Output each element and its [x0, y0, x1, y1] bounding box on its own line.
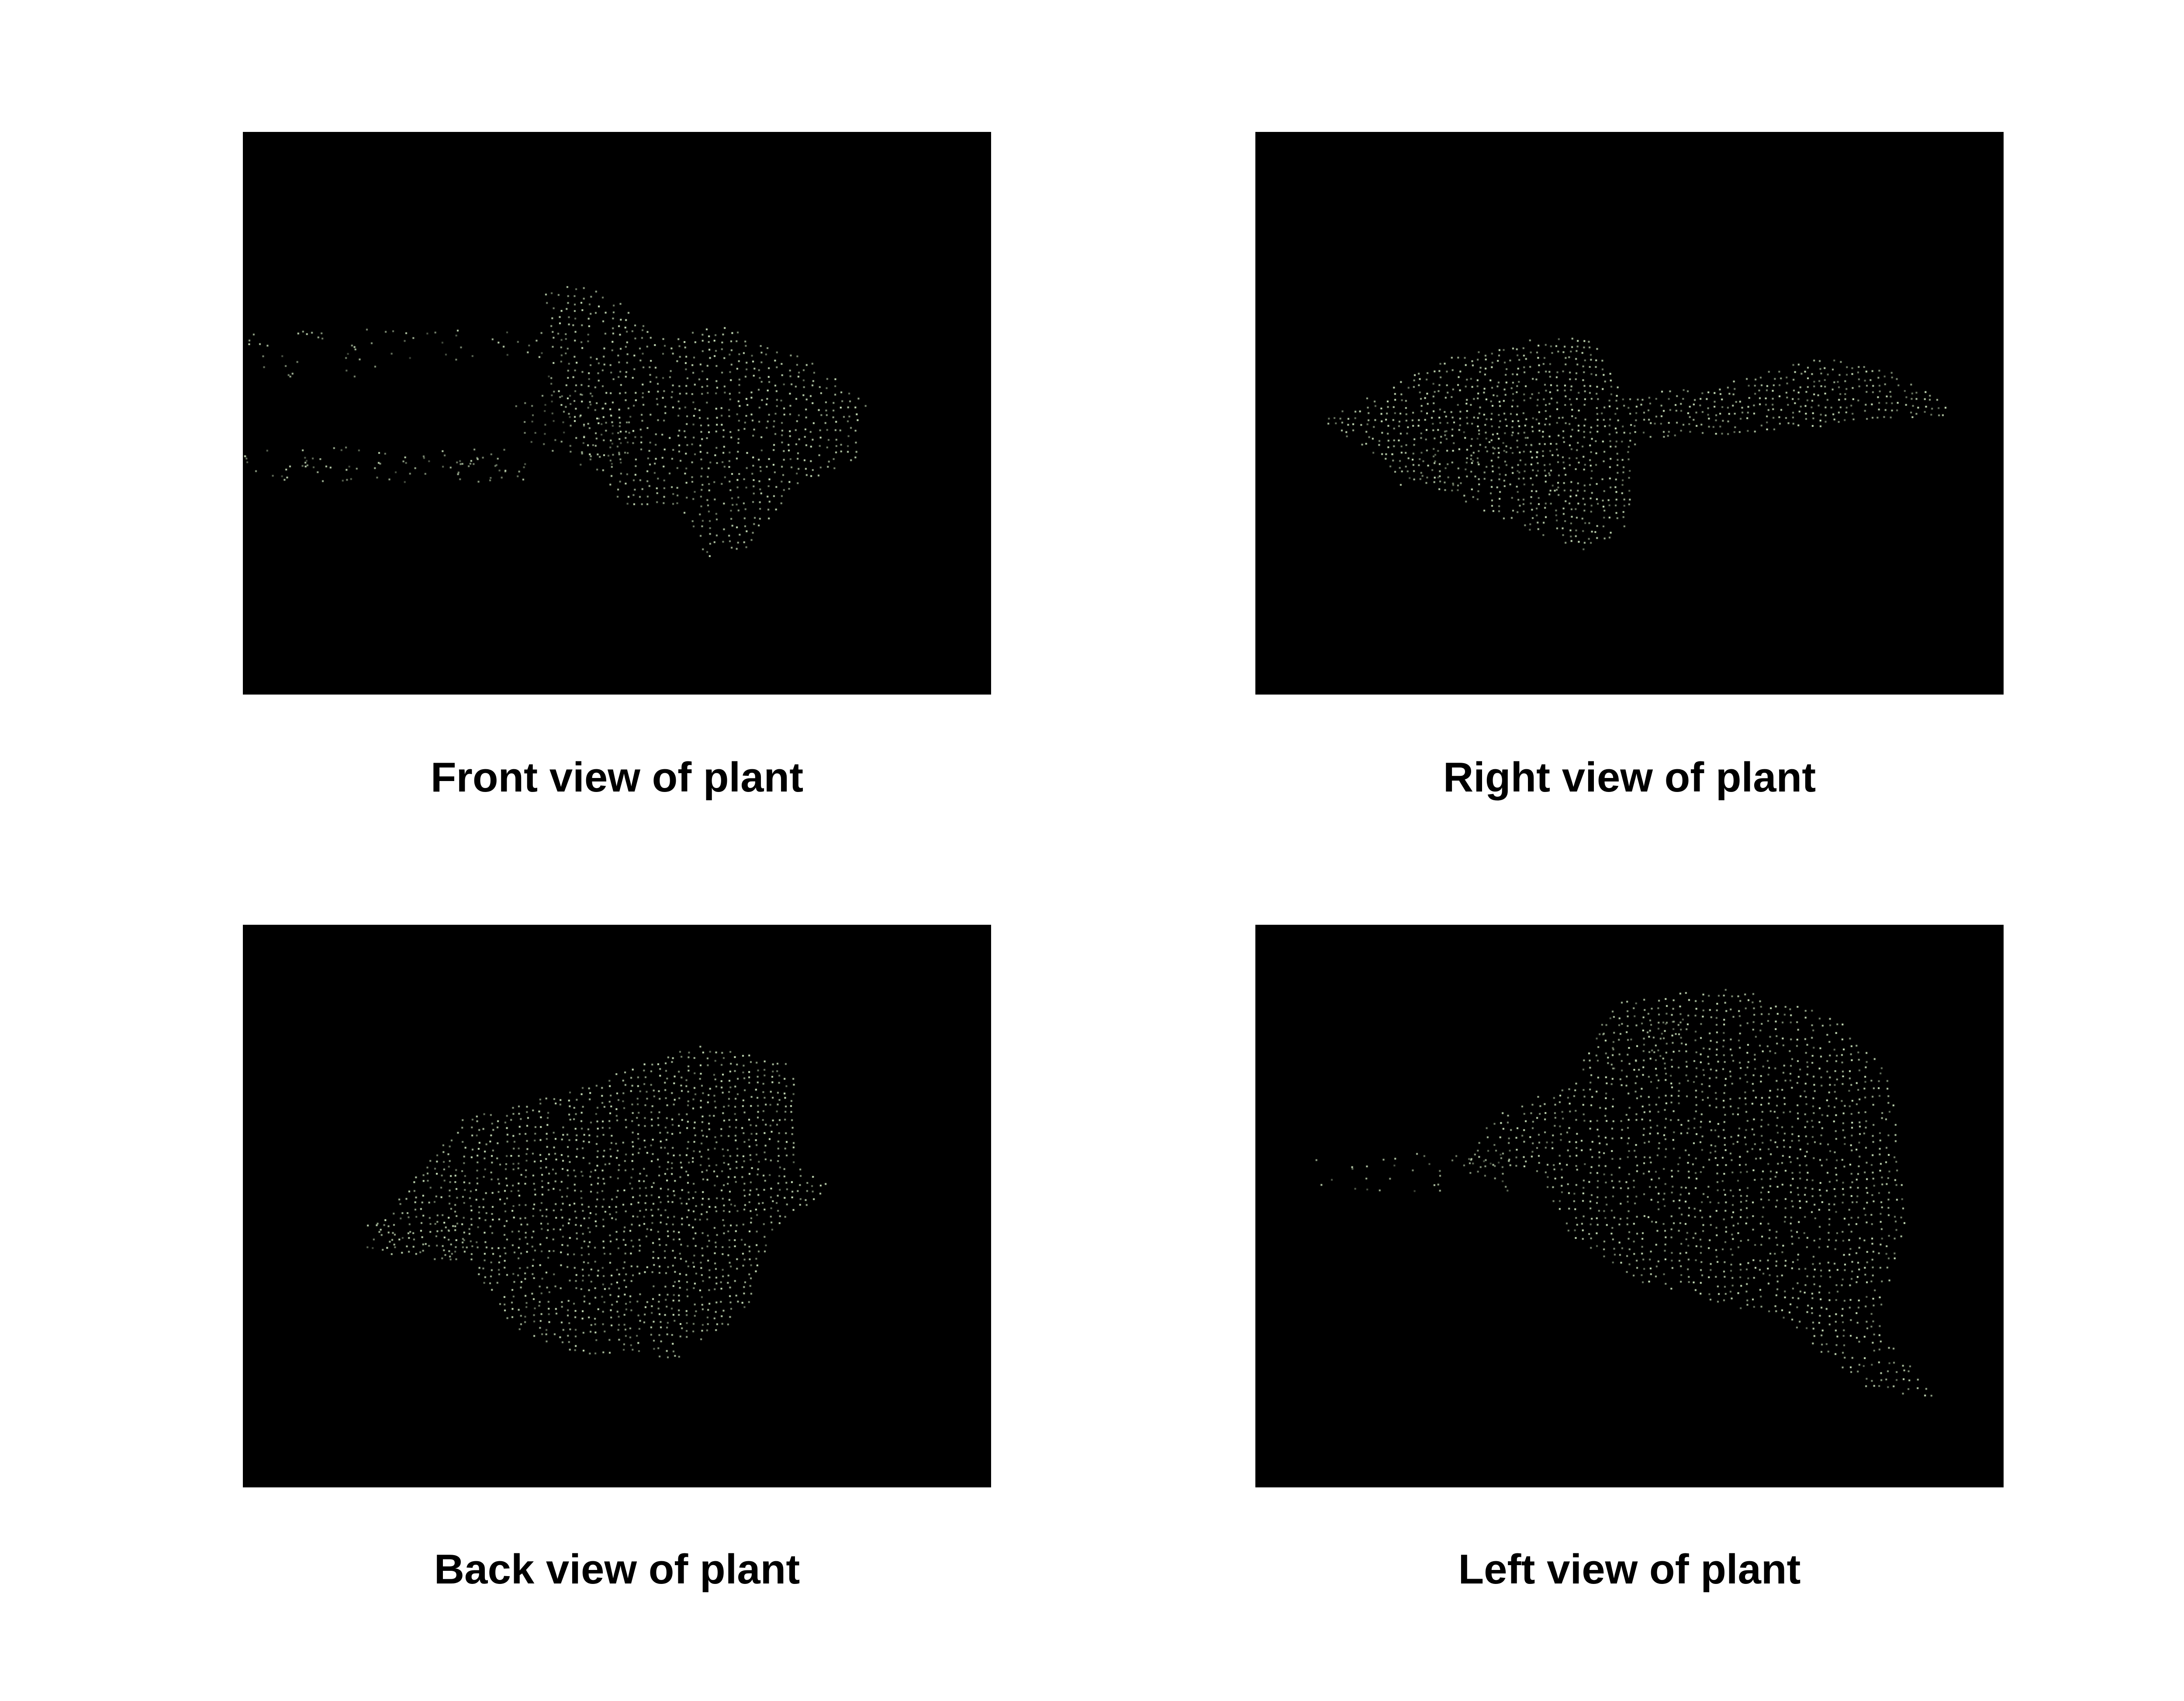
- right-view-caption: Right view of plant: [1443, 754, 1816, 801]
- left-view-point-cloud: [1255, 925, 2004, 1487]
- back-view-point-cloud: [243, 925, 991, 1487]
- front-view-point-cloud: [243, 132, 991, 695]
- left-view-image: [1255, 925, 2004, 1487]
- right-view-image: [1255, 132, 2004, 695]
- front-view-image: [243, 132, 991, 695]
- left-view-caption: Left view of plant: [1458, 1546, 1801, 1593]
- right-view-point-cloud: [1255, 132, 2004, 695]
- back-view-caption: Back view of plant: [434, 1546, 800, 1593]
- back-view-image: [243, 925, 991, 1487]
- front-view-caption: Front view of plant: [430, 754, 804, 801]
